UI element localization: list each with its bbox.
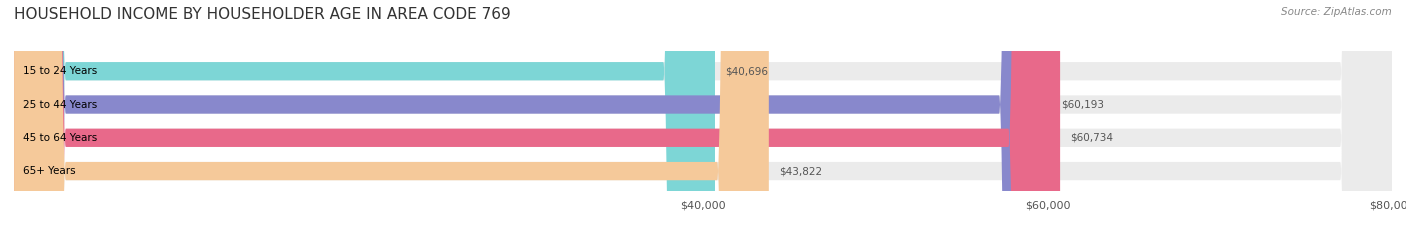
Text: 25 to 44 Years: 25 to 44 Years bbox=[22, 99, 97, 110]
FancyBboxPatch shape bbox=[14, 0, 716, 233]
FancyBboxPatch shape bbox=[14, 0, 1392, 233]
FancyBboxPatch shape bbox=[14, 0, 1050, 233]
Text: 15 to 24 Years: 15 to 24 Years bbox=[22, 66, 97, 76]
Text: $40,696: $40,696 bbox=[725, 66, 768, 76]
Text: 65+ Years: 65+ Years bbox=[22, 166, 76, 176]
Text: $43,822: $43,822 bbox=[779, 166, 823, 176]
FancyBboxPatch shape bbox=[14, 0, 1392, 233]
Text: $60,193: $60,193 bbox=[1062, 99, 1104, 110]
Text: $60,734: $60,734 bbox=[1070, 133, 1114, 143]
FancyBboxPatch shape bbox=[14, 0, 1392, 233]
Text: Source: ZipAtlas.com: Source: ZipAtlas.com bbox=[1281, 7, 1392, 17]
FancyBboxPatch shape bbox=[14, 0, 769, 233]
Text: HOUSEHOLD INCOME BY HOUSEHOLDER AGE IN AREA CODE 769: HOUSEHOLD INCOME BY HOUSEHOLDER AGE IN A… bbox=[14, 7, 510, 22]
FancyBboxPatch shape bbox=[14, 0, 1392, 233]
FancyBboxPatch shape bbox=[14, 0, 1060, 233]
Text: 45 to 64 Years: 45 to 64 Years bbox=[22, 133, 97, 143]
